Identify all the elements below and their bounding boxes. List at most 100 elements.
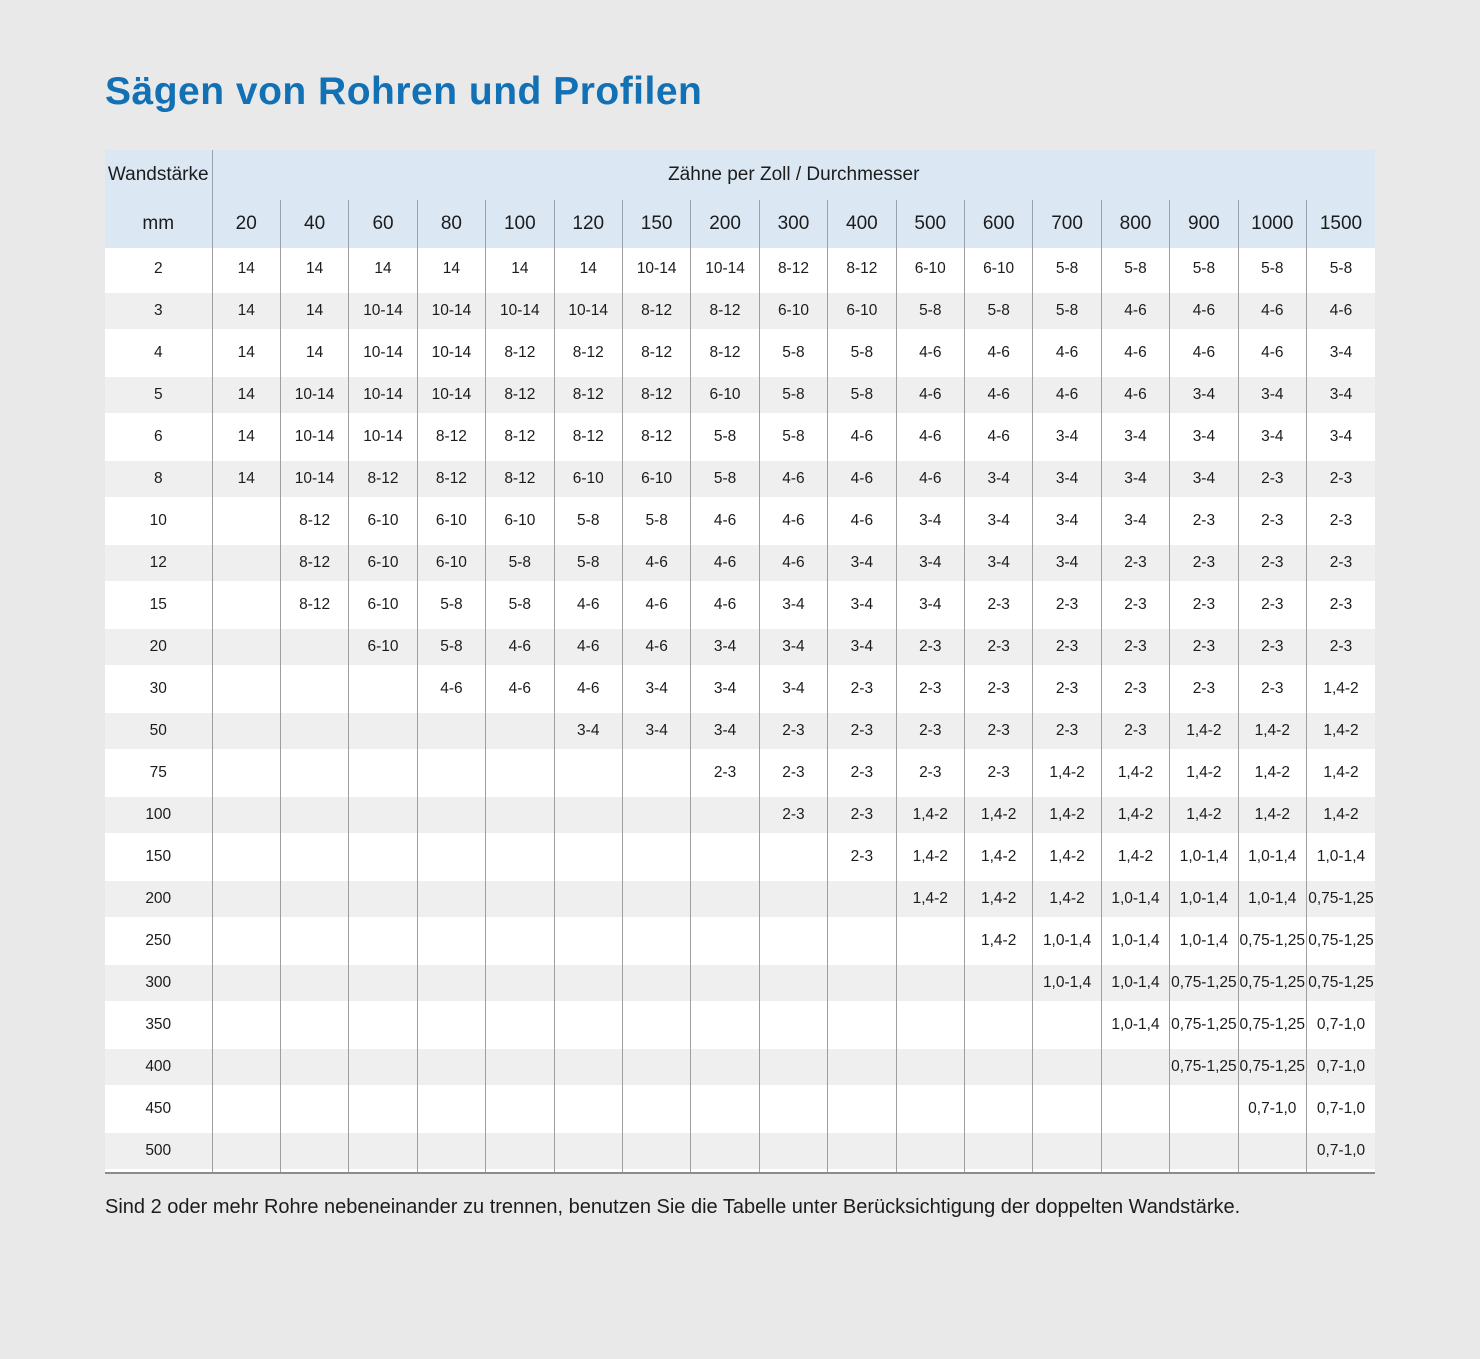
table-row: 20 6-10 5-8 4-6 4-6 4-6 3-4 3-4 3-4 2-3 2-3 2-3 2-3 2… — [105, 626, 1375, 668]
table-cell — [553, 1088, 623, 1130]
table-cell: 8-12 — [621, 332, 691, 374]
table-cell: 0,75-1,25 — [1237, 962, 1307, 1004]
table-cell: 1,4-2 — [963, 794, 1033, 836]
table-cell: 4-6 — [895, 332, 965, 374]
table-cell: 1,4-2 — [1100, 836, 1170, 878]
table-cell — [621, 794, 691, 836]
table-cell: 3-4 — [827, 542, 897, 584]
table-cell: 2-3 — [690, 752, 760, 794]
table-header-columns-row: mm 20 40 60 80 100 120 150 200 300 400 500 600 700 80… — [105, 200, 1375, 248]
table-cell — [895, 962, 965, 1004]
table-cell: 2-3 — [758, 794, 828, 836]
table-cell: 1,4-2 — [1306, 794, 1375, 836]
table-cell: 3-4 — [690, 668, 760, 710]
table-cell: 2-3 — [1237, 626, 1307, 668]
table-cell: 6-10 — [348, 584, 418, 626]
table-cell — [1032, 1088, 1102, 1130]
table-cell — [279, 962, 349, 1004]
table-cell: 2-3 — [1237, 584, 1307, 626]
table-cell: 2-3 — [963, 710, 1033, 752]
table-cell: 1,0-1,4 — [1100, 962, 1170, 1004]
table-cell: 14 — [211, 458, 281, 500]
table-cell: 4-6 — [895, 458, 965, 500]
table-cell: 1,4-2 — [1237, 710, 1307, 752]
table-cell — [348, 1130, 418, 1173]
table-cell: 1,0-1,4 — [1237, 836, 1307, 878]
table-cell: 6-10 — [348, 500, 418, 542]
row-header-cell: 250 — [105, 920, 212, 962]
table-cell: 4-6 — [1169, 332, 1239, 374]
table-cell — [416, 710, 486, 752]
table-cell: 3-4 — [621, 710, 691, 752]
table-cell: 1,0-1,4 — [1169, 920, 1239, 962]
table-cell: 1,4-2 — [1306, 752, 1375, 794]
table-cell: 3-4 — [1032, 458, 1102, 500]
table-cell: 6-10 — [416, 542, 486, 584]
table-cell — [485, 836, 555, 878]
table-cell: 5-8 — [1100, 248, 1170, 290]
table-cell — [621, 1004, 691, 1046]
table-cell — [348, 668, 418, 710]
table-cell — [1032, 1004, 1102, 1046]
table-cell — [690, 1046, 760, 1088]
table-cell — [827, 1130, 897, 1173]
table-cell — [211, 962, 281, 1004]
table-cell — [211, 1046, 281, 1088]
table-cell: 6-10 — [963, 248, 1033, 290]
table-cell: 1,0-1,4 — [1100, 878, 1170, 920]
table-cell: 5-8 — [1169, 248, 1239, 290]
table-cell — [416, 920, 486, 962]
table-cell: 1,0-1,4 — [1237, 878, 1307, 920]
row-header-cell: 6 — [105, 416, 212, 458]
table-cell: 2-3 — [758, 752, 828, 794]
table-cell: 1,0-1,4 — [1100, 920, 1170, 962]
table-cell: 0,75-1,25 — [1306, 920, 1375, 962]
table-cell: 14 — [279, 290, 349, 332]
row-header-cell: 150 — [105, 836, 212, 878]
table-cell: 2-3 — [963, 626, 1033, 668]
column-header-120: 120 — [553, 200, 623, 248]
row-header-cell: 300 — [105, 962, 212, 1004]
table-cell: 10-14 — [485, 290, 555, 332]
table-cell: 1,4-2 — [1237, 794, 1307, 836]
table-cell: 5-8 — [690, 416, 760, 458]
table-cell — [416, 836, 486, 878]
table-cell: 3-4 — [1306, 332, 1375, 374]
table-cell — [416, 1004, 486, 1046]
table-cell: 1,0-1,4 — [1169, 836, 1239, 878]
table-row: 75 2-3 2-3 2-3 2-3 2-3 1,4-2 1,4-2 1,4-2 1,4-2 1,4… — [105, 752, 1375, 794]
table-cell: 14 — [211, 290, 281, 332]
table-cell: 3-4 — [758, 626, 828, 668]
table-cell — [211, 878, 281, 920]
table-cell: 3-4 — [1237, 374, 1307, 416]
table-cell: 5-8 — [1237, 248, 1307, 290]
table-cell: 1,4-2 — [1032, 752, 1102, 794]
table-cell: 2-3 — [1306, 626, 1375, 668]
table-cell: 0,75-1,25 — [1306, 878, 1375, 920]
table-cell: 1,4-2 — [895, 836, 965, 878]
table-cell: 8-12 — [485, 458, 555, 500]
table-cell: 4-6 — [553, 626, 623, 668]
table-cell: 2-3 — [1306, 458, 1375, 500]
table-cell: 1,4-2 — [1306, 668, 1375, 710]
table-cell: 5-8 — [758, 416, 828, 458]
table-cell: 1,0-1,4 — [1032, 920, 1102, 962]
table-cell: 4-6 — [621, 542, 691, 584]
table-cell: 3-4 — [1169, 416, 1239, 458]
table-cell: 4-6 — [1306, 290, 1375, 332]
table-cell: 0,75-1,25 — [1169, 962, 1239, 1004]
table-cell — [553, 836, 623, 878]
column-header-600: 600 — [963, 200, 1033, 248]
table-cell — [485, 1004, 555, 1046]
table-cell: 6-10 — [827, 290, 897, 332]
table-row: 30 4-6 4-6 4-6 3-4 3-4 3-4 2-3 2-3 2-3 2-3 2-3 2-3 2-… — [105, 668, 1375, 710]
table-cell — [211, 836, 281, 878]
table-cell: 3-4 — [758, 668, 828, 710]
table-cell — [690, 1088, 760, 1130]
table-cell — [211, 542, 281, 584]
table-cell — [279, 878, 349, 920]
table-cell — [416, 878, 486, 920]
table-cell: 5-8 — [621, 500, 691, 542]
table-row: 450 0,7-1,0 0,7-1,0 — [105, 1088, 1375, 1130]
table-cell: 4-6 — [690, 500, 760, 542]
